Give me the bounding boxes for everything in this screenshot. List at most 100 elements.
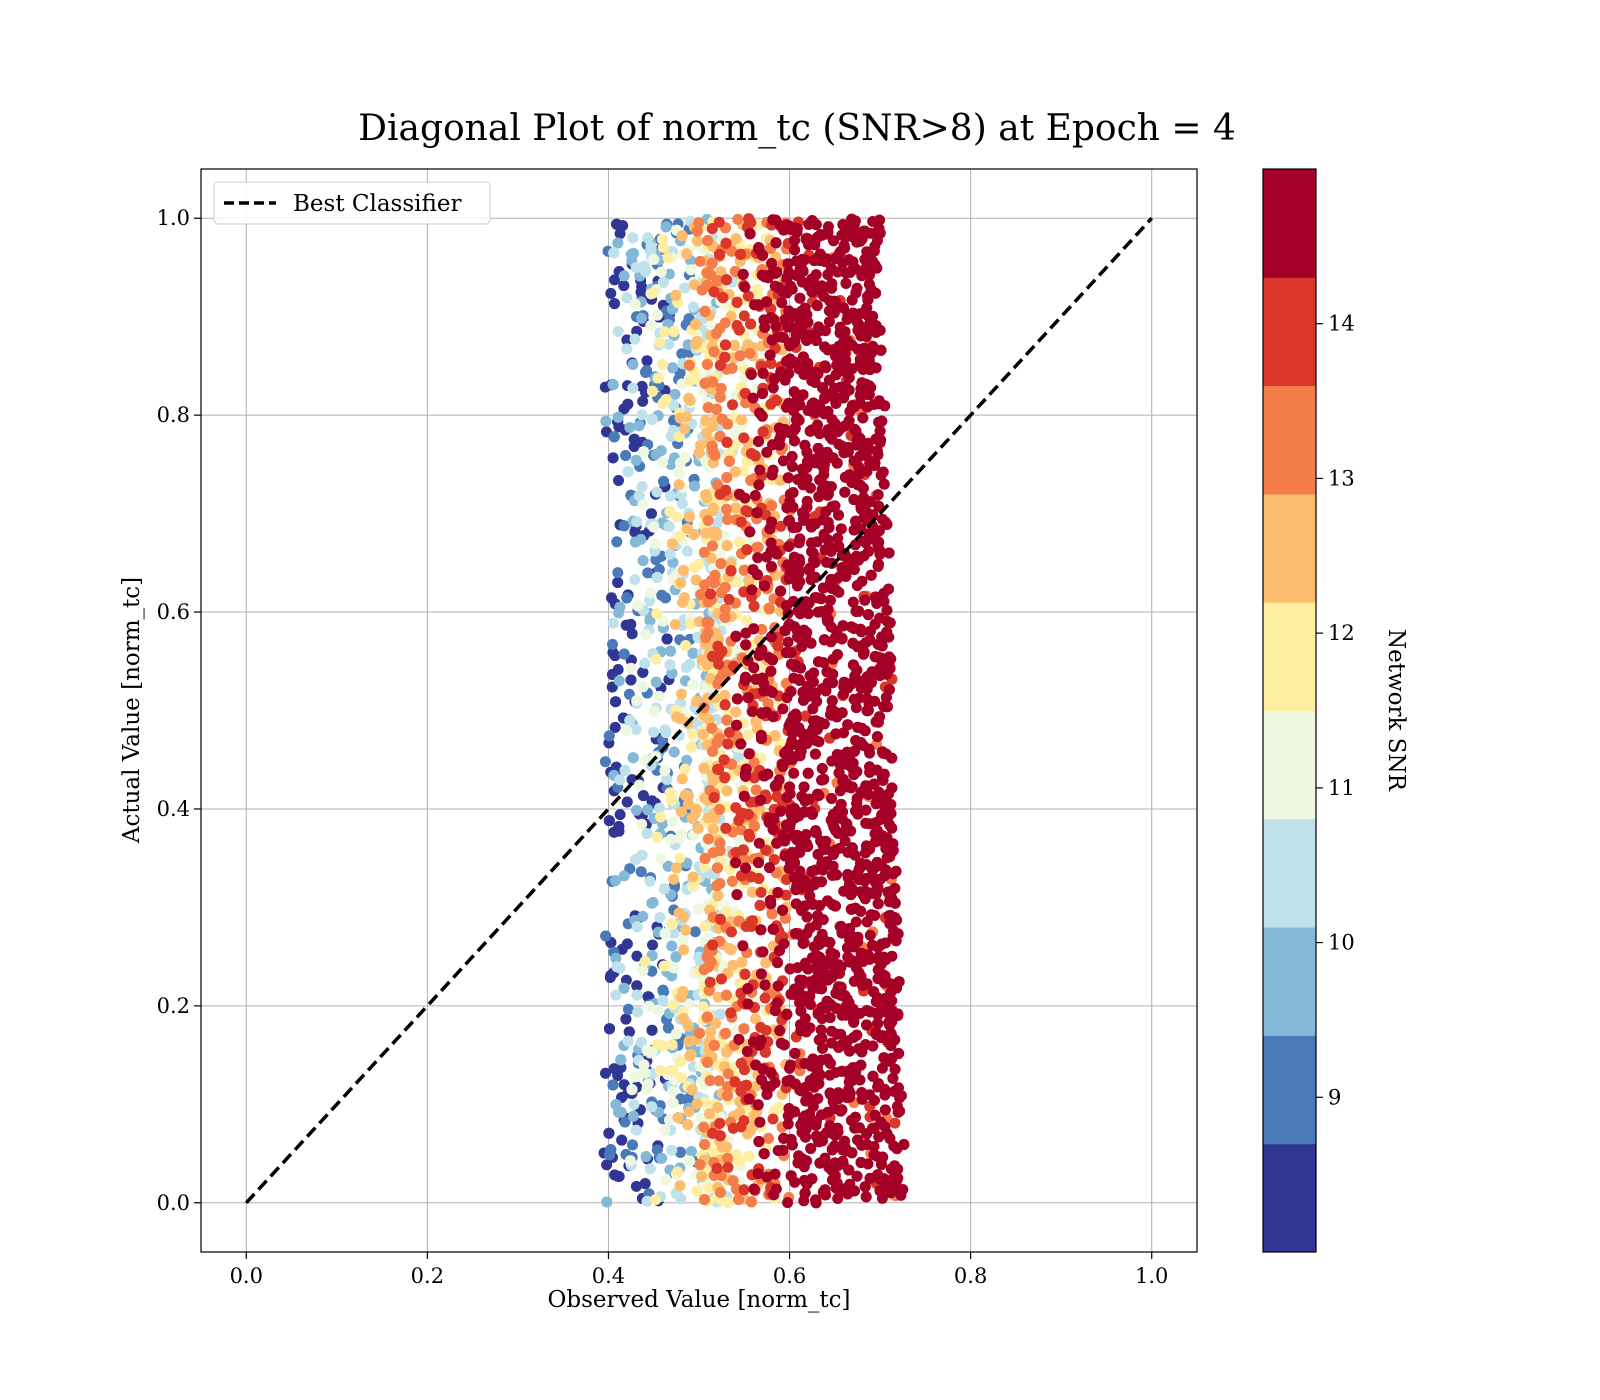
scatter-point (713, 216, 725, 228)
scatter-point (631, 989, 643, 1001)
scatter-point (706, 223, 718, 235)
scatter-point (708, 346, 720, 358)
scatter-point (659, 765, 671, 777)
scatter-point (648, 521, 660, 533)
scatter-point (657, 615, 669, 627)
scatter-point (658, 986, 670, 998)
scatter-point (729, 1076, 741, 1088)
scatter-point (700, 489, 712, 501)
scatter-point (720, 237, 732, 249)
scatter-point (637, 681, 649, 693)
scatter-point (854, 479, 866, 491)
scatter-point (742, 1128, 754, 1140)
scatter-point (679, 282, 691, 294)
scatter-point (738, 465, 749, 477)
scatter-point (660, 727, 672, 738)
scatter-point (607, 1079, 619, 1091)
scatter-point (734, 1106, 746, 1118)
scatter-point (740, 921, 752, 932)
scatter-point (730, 233, 742, 245)
scatter-point (702, 596, 714, 608)
scatter-point (664, 1065, 676, 1076)
scatter-point (657, 358, 669, 370)
scatter-point (623, 1026, 635, 1038)
scatter-point (881, 604, 893, 616)
scatter-point (659, 1124, 671, 1136)
scatter-point (619, 764, 631, 776)
scatter-point (706, 421, 718, 432)
scatter-point (734, 350, 746, 362)
scatter-point (680, 924, 692, 936)
scatter-point (638, 446, 650, 458)
scatter-point (683, 1106, 695, 1118)
scatter-point (612, 577, 624, 588)
scatter-point (854, 1074, 866, 1086)
scatter-point (756, 623, 768, 635)
scatter-point (658, 883, 670, 895)
scatter-point (625, 662, 637, 674)
scatter-point (629, 1071, 641, 1083)
scatter-point (737, 808, 749, 820)
scatter-point (763, 603, 775, 615)
scatter-point (608, 431, 620, 443)
scatter-point (658, 242, 670, 253)
scatter-point (721, 1090, 733, 1102)
scatter-point (646, 1046, 658, 1058)
scatter-point (741, 614, 753, 626)
scatter-point (759, 992, 771, 1004)
scatter-point (720, 822, 732, 834)
scatter-point (637, 395, 649, 407)
scatter-point (631, 804, 642, 816)
scatter-point (630, 454, 642, 466)
scatter-point (603, 815, 615, 827)
scatter-point (609, 298, 620, 310)
scatter-point (698, 342, 710, 354)
scatter-point (639, 956, 651, 967)
scatter-point (699, 377, 711, 389)
scatter-point (703, 984, 715, 996)
scatter-point (618, 982, 630, 994)
scatter-point (628, 441, 640, 452)
scatter-point (686, 1084, 698, 1096)
scatter-point (775, 520, 787, 532)
scatter-point (640, 754, 651, 766)
scatter-point (614, 601, 626, 613)
scatter-point (707, 650, 718, 662)
scatter-point (730, 847, 742, 858)
scatter-point (840, 277, 852, 289)
scatter-point (677, 596, 689, 608)
scatter-point (645, 241, 657, 253)
scatter-point (703, 617, 715, 629)
scatter-point (676, 498, 688, 510)
scatter-point (744, 348, 756, 359)
scatter-point (639, 1067, 651, 1079)
scatter-point (674, 1056, 686, 1068)
scatter-point (871, 731, 883, 743)
scatter-point (656, 1152, 668, 1164)
scatter-point (645, 508, 657, 520)
scatter-point (879, 1104, 891, 1116)
scatter-point (618, 870, 630, 882)
scatter-point (664, 548, 676, 560)
scatter-point (675, 991, 687, 1003)
scatter-point (691, 695, 702, 707)
scatter-point (654, 912, 666, 923)
scatter-point (667, 362, 679, 374)
scatter-point (704, 976, 716, 988)
scatter-point (720, 989, 732, 1001)
scatter-point (651, 1039, 663, 1051)
scatter-point (642, 232, 654, 244)
scatter-point (660, 221, 672, 233)
scatter-point (646, 1024, 658, 1036)
scatter-point (712, 1101, 724, 1113)
scatter-point (618, 280, 630, 292)
scatter-point (738, 790, 750, 802)
scatter-point (638, 260, 650, 272)
scatter-point (738, 564, 750, 576)
scatter-point (605, 287, 617, 299)
scatter-point (719, 689, 731, 701)
scatter-point (677, 933, 689, 945)
scatter-point (612, 326, 624, 337)
scatter-point (641, 1083, 653, 1095)
scatter-point (676, 773, 688, 785)
